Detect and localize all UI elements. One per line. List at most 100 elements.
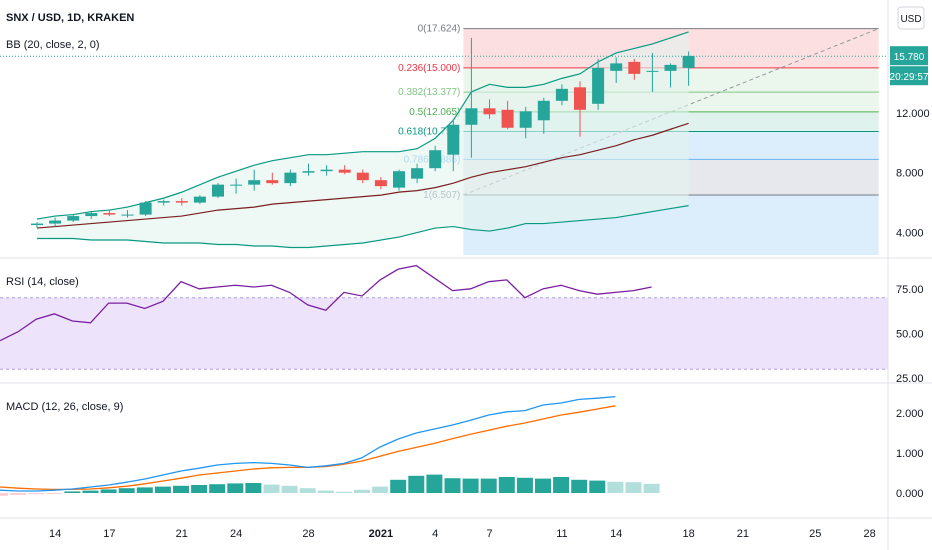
candle-body: [411, 168, 424, 179]
macd-histogram-bar: [354, 489, 370, 493]
time-tick-label: 28: [863, 528, 875, 540]
candle-body: [67, 216, 80, 221]
macd-histogram-bar: [589, 480, 606, 493]
time-tick-label: 24: [230, 528, 242, 540]
last-price-label-bg: [890, 46, 928, 66]
candle-body: [212, 184, 224, 197]
candle: [175, 198, 188, 206]
time-tick-label: 17: [103, 528, 115, 540]
macd-histogram-bar: [209, 484, 226, 493]
macd-histogram-bar: [245, 483, 262, 493]
macd-indicator-label[interactable]: MACD (12, 26, close, 9): [6, 401, 123, 413]
symbol-title: SNX / USD, 1D, KRAKEN: [6, 12, 134, 24]
candle-body: [501, 109, 514, 128]
countdown-label-bg: [890, 66, 928, 86]
candle: [628, 58, 641, 80]
bb-indicator-label[interactable]: BB (20, close, 2, 0): [6, 39, 100, 51]
candle-body: [682, 55, 695, 68]
bb-basis-line: [36, 122, 689, 229]
candle-body: [139, 202, 152, 215]
candle-body: [356, 172, 369, 181]
macd-histogram-bar: [118, 488, 135, 493]
candle: [555, 84, 568, 106]
macd-histogram-bar: [281, 485, 298, 493]
macd-signal-line: [0, 405, 616, 491]
candle-body: [266, 180, 279, 184]
candle: [212, 183, 224, 199]
candle: [103, 210, 116, 217]
candle: [67, 214, 80, 223]
candle-body: [302, 171, 315, 173]
macd-histogram-bar: [173, 485, 189, 493]
candle: [483, 99, 496, 119]
candle-body: [85, 213, 98, 217]
macd-pane[interactable]: [0, 395, 660, 496]
candle: [537, 97, 550, 134]
candle-body: [230, 184, 243, 186]
candle: [501, 100, 514, 130]
candle: [374, 177, 387, 190]
macd-histogram-bar: [263, 484, 280, 493]
rsi-pane[interactable]: [0, 264, 888, 370]
candle-body: [157, 201, 170, 203]
candle: [157, 199, 170, 206]
candle-body: [592, 67, 605, 104]
rsi-indicator-label[interactable]: RSI (14, close): [6, 276, 79, 288]
macd-histogram-bar: [390, 479, 407, 493]
candle: [411, 163, 424, 184]
candle: [574, 81, 586, 137]
time-tick-label: 14: [610, 528, 622, 540]
time-tick-label: 14: [49, 528, 61, 540]
candle-body: [574, 87, 586, 110]
candle: [592, 58, 605, 110]
macd-histogram-bar: [426, 474, 443, 493]
candle-body: [193, 196, 206, 203]
macd-histogram-bar: [408, 475, 425, 493]
candle: [447, 118, 460, 172]
macd-tick-label: 0.000: [896, 488, 924, 500]
rsi-tick-label: 50.00: [896, 329, 924, 341]
candle: [193, 195, 206, 205]
candle: [302, 163, 315, 176]
candle: [393, 169, 405, 191]
candle: [465, 37, 478, 158]
candle: [121, 210, 134, 218]
currency-button[interactable]: USD: [897, 6, 925, 30]
macd-histogram-bar: [227, 483, 244, 493]
macd-tick-label: 1.000: [896, 448, 924, 460]
time-tick-label: 25: [809, 528, 821, 540]
fib-level-label: 0.618(10.753): [398, 126, 460, 137]
candle: [284, 169, 297, 187]
candle: [646, 52, 659, 92]
macd-line: [0, 395, 616, 492]
macd-histogram-bar: [643, 483, 660, 493]
candle: [248, 169, 261, 191]
candle-body: [429, 150, 442, 169]
candle-body: [121, 214, 134, 216]
macd-histogram-bar: [625, 482, 642, 493]
fib-trend-line: [463, 28, 879, 196]
macd-histogram-bar: [553, 477, 570, 493]
macd-histogram-bar: [480, 478, 497, 493]
candle-body: [610, 63, 623, 71]
candle: [338, 165, 351, 175]
fib-level-label: 0.5(12.065): [409, 107, 460, 118]
fib-level-label: 0.382(13.377): [398, 87, 460, 98]
last-price-label: 15.780: [894, 52, 925, 63]
price-tick-label: 8.000: [896, 168, 924, 180]
candle-body: [555, 88, 568, 101]
macd-histogram-bar: [498, 477, 515, 493]
candle-body: [519, 111, 532, 128]
candle: [320, 165, 333, 176]
time-tick-label: 4: [432, 528, 438, 540]
candle-body: [447, 124, 460, 155]
candle-body: [175, 201, 188, 203]
price-pane[interactable]: 0(17.624) 0.236(15.000) 0.382(13.377) 0.5(1…: [0, 24, 888, 255]
macd-histogram-bar: [535, 478, 551, 493]
price-tick-label: 4.000: [896, 228, 924, 240]
candle-body: [393, 171, 405, 188]
macd-histogram-bar: [299, 488, 316, 493]
candle: [356, 169, 369, 184]
macd-histogram-bar: [191, 485, 208, 493]
rsi-tick-label: 25.00: [896, 373, 924, 385]
